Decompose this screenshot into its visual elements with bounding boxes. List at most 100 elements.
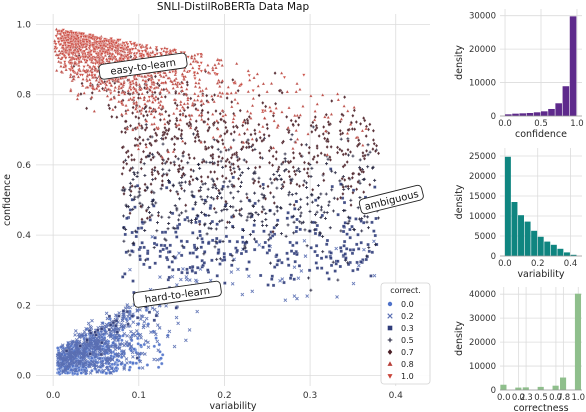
scatter-point-correctness-0.2 (155, 339, 160, 344)
scatter-point-correctness-0.2 (99, 363, 104, 368)
scatter-point-correctness-0.8 (98, 81, 103, 86)
scatter-point-correctness-0.5 (336, 278, 340, 282)
scatter-point-correctness-0.5 (150, 200, 154, 204)
scatter-point-correctness-0.8 (137, 123, 142, 127)
scatter-point-correctness-0.5 (284, 159, 288, 163)
scatter-point-correctness-0.8 (271, 145, 276, 150)
scatter-point-correctness-0.5 (315, 210, 319, 214)
scatter-point-correctness-0.3 (372, 229, 376, 233)
confidence-hist-y-tick-label: 20000 (469, 45, 496, 55)
scatter-point-correctness-0.8 (216, 93, 220, 98)
scatter-point-correctness-0.3 (251, 229, 255, 234)
scatter-point-correctness-0.3 (208, 206, 212, 210)
scatter-point-correctness-0.2 (357, 263, 361, 268)
scatter-point-correctness-0.5 (231, 225, 235, 229)
scatter-point-correctness-0.5 (151, 178, 155, 182)
scatter-point-correctness-0.5 (245, 218, 249, 222)
scatter-point-correctness-0.7 (158, 117, 163, 123)
scatter-point-correctness-0.3 (209, 204, 213, 208)
scatter-point-correctness-0.5 (275, 170, 279, 174)
scatter-point-correctness-0.3 (89, 331, 93, 335)
scatter-point-correctness-0.5 (325, 211, 329, 215)
scatter-point-correctness-0.3 (320, 213, 324, 218)
variability-hist-bar (563, 252, 570, 256)
variability-hist-bar (557, 248, 564, 256)
scatter-point-correctness-1.0 (113, 78, 118, 82)
scatter-point-correctness-0.8 (131, 81, 136, 85)
scatter-point-correctness-0.3 (180, 253, 184, 258)
scatter-point-correctness-0.8 (159, 94, 164, 99)
scatter-point-correctness-0.5 (189, 221, 193, 225)
scatter-point-correctness-0.5 (254, 211, 258, 215)
scatter-point-correctness-0.5 (275, 186, 279, 190)
scatter-point-correctness-0.8 (229, 91, 234, 95)
scatter-point-correctness-0.7 (155, 81, 160, 86)
scatter-point-correctness-0.8 (220, 91, 225, 95)
scatter-point-correctness-0.2 (94, 338, 98, 343)
scatter-point-correctness-0.2 (59, 353, 64, 357)
scatter-point-correctness-0.8 (301, 104, 305, 108)
scatter-point-correctness-0.8 (232, 113, 237, 117)
scatter-point-correctness-0.5 (257, 199, 261, 203)
scatter-point-correctness-0.0 (160, 353, 165, 357)
scatter-point-correctness-1.0 (168, 50, 173, 54)
variability-hist-y-tick-label: 10000 (469, 212, 496, 222)
scatter-point-correctness-0.3 (148, 265, 152, 270)
scatter-point-correctness-0.8 (200, 88, 205, 93)
scatter-point-correctness-0.2 (240, 292, 245, 297)
scatter-point-correctness-0.3 (191, 207, 195, 211)
scatter-point-correctness-0.2 (73, 343, 78, 348)
correctness-hist-y-tick-label: 10000 (469, 362, 496, 372)
scatter-point-correctness-0.7 (230, 99, 234, 105)
scatter-point-correctness-0.8 (269, 81, 274, 85)
scatter-point-correctness-0.7 (224, 199, 228, 204)
scatter-point-correctness-0.5 (126, 249, 130, 253)
scatter-point-correctness-0.7 (371, 128, 376, 133)
scatter-point-correctness-0.8 (59, 69, 64, 74)
scatter-point-correctness-1.0 (66, 41, 70, 45)
scatter-point-correctness-0.7 (272, 200, 276, 206)
scatter-point-correctness-0.7 (268, 190, 273, 196)
scatter-point-correctness-0.7 (241, 123, 245, 128)
scatter-point-correctness-0.2 (145, 324, 150, 328)
confidence-hist-bar (555, 103, 562, 116)
scatter-point-correctness-0.3 (231, 175, 235, 180)
scatter-point-correctness-0.8 (82, 91, 87, 95)
scatter-point-correctness-0.5 (265, 224, 269, 228)
scatter-point-correctness-0.7 (263, 196, 268, 201)
scatter-point-correctness-0.7 (338, 195, 343, 200)
scatter-point-correctness-0.7 (151, 155, 155, 160)
scatter-point-correctness-0.5 (203, 182, 207, 186)
scatter-point-correctness-0.5 (319, 216, 323, 220)
scatter-point-correctness-0.8 (364, 126, 368, 131)
scatter-point-correctness-0.7 (228, 167, 233, 173)
scatter-point-correctness-0.2 (73, 329, 78, 333)
scatter-point-correctness-0.7 (313, 127, 318, 132)
scatter-point-correctness-0.3 (298, 227, 302, 232)
scatter-point-correctness-0.3 (128, 208, 133, 212)
confidence-hist-x-tick-label: 0.0 (498, 119, 512, 129)
scatter-point-correctness-0.8 (87, 77, 92, 82)
scatter-point-correctness-0.8 (85, 74, 90, 78)
scatter-point-correctness-0.3 (369, 274, 373, 278)
scatter-point-correctness-0.5 (167, 221, 171, 225)
scatter-point-correctness-0.7 (338, 147, 342, 152)
scatter-point-correctness-0.5 (208, 222, 212, 226)
scatter-point-correctness-0.3 (117, 314, 121, 318)
scatter-point-correctness-0.3 (297, 264, 302, 268)
scatter-point-correctness-1.0 (69, 31, 74, 35)
scatter-point-correctness-0.3 (295, 225, 299, 230)
scatter-point-correctness-1.0 (140, 49, 145, 54)
scatter-point-correctness-1.0 (81, 40, 85, 44)
scatter-point-correctness-0.2 (128, 305, 132, 310)
scatter-point-correctness-0.3 (223, 281, 227, 285)
scatter-point-correctness-0.3 (370, 250, 374, 254)
scatter-point-correctness-0.3 (136, 226, 140, 230)
scatter-point-correctness-0.7 (143, 188, 147, 193)
scatter-point-correctness-0.5 (360, 217, 364, 221)
scatter-point-correctness-0.7 (307, 145, 312, 150)
scatter-point-correctness-0.8 (205, 122, 210, 126)
scatter-point-correctness-0.5 (154, 201, 158, 205)
scatter-point-correctness-1.0 (128, 40, 133, 45)
scatter-point-correctness-1.0 (83, 55, 88, 59)
